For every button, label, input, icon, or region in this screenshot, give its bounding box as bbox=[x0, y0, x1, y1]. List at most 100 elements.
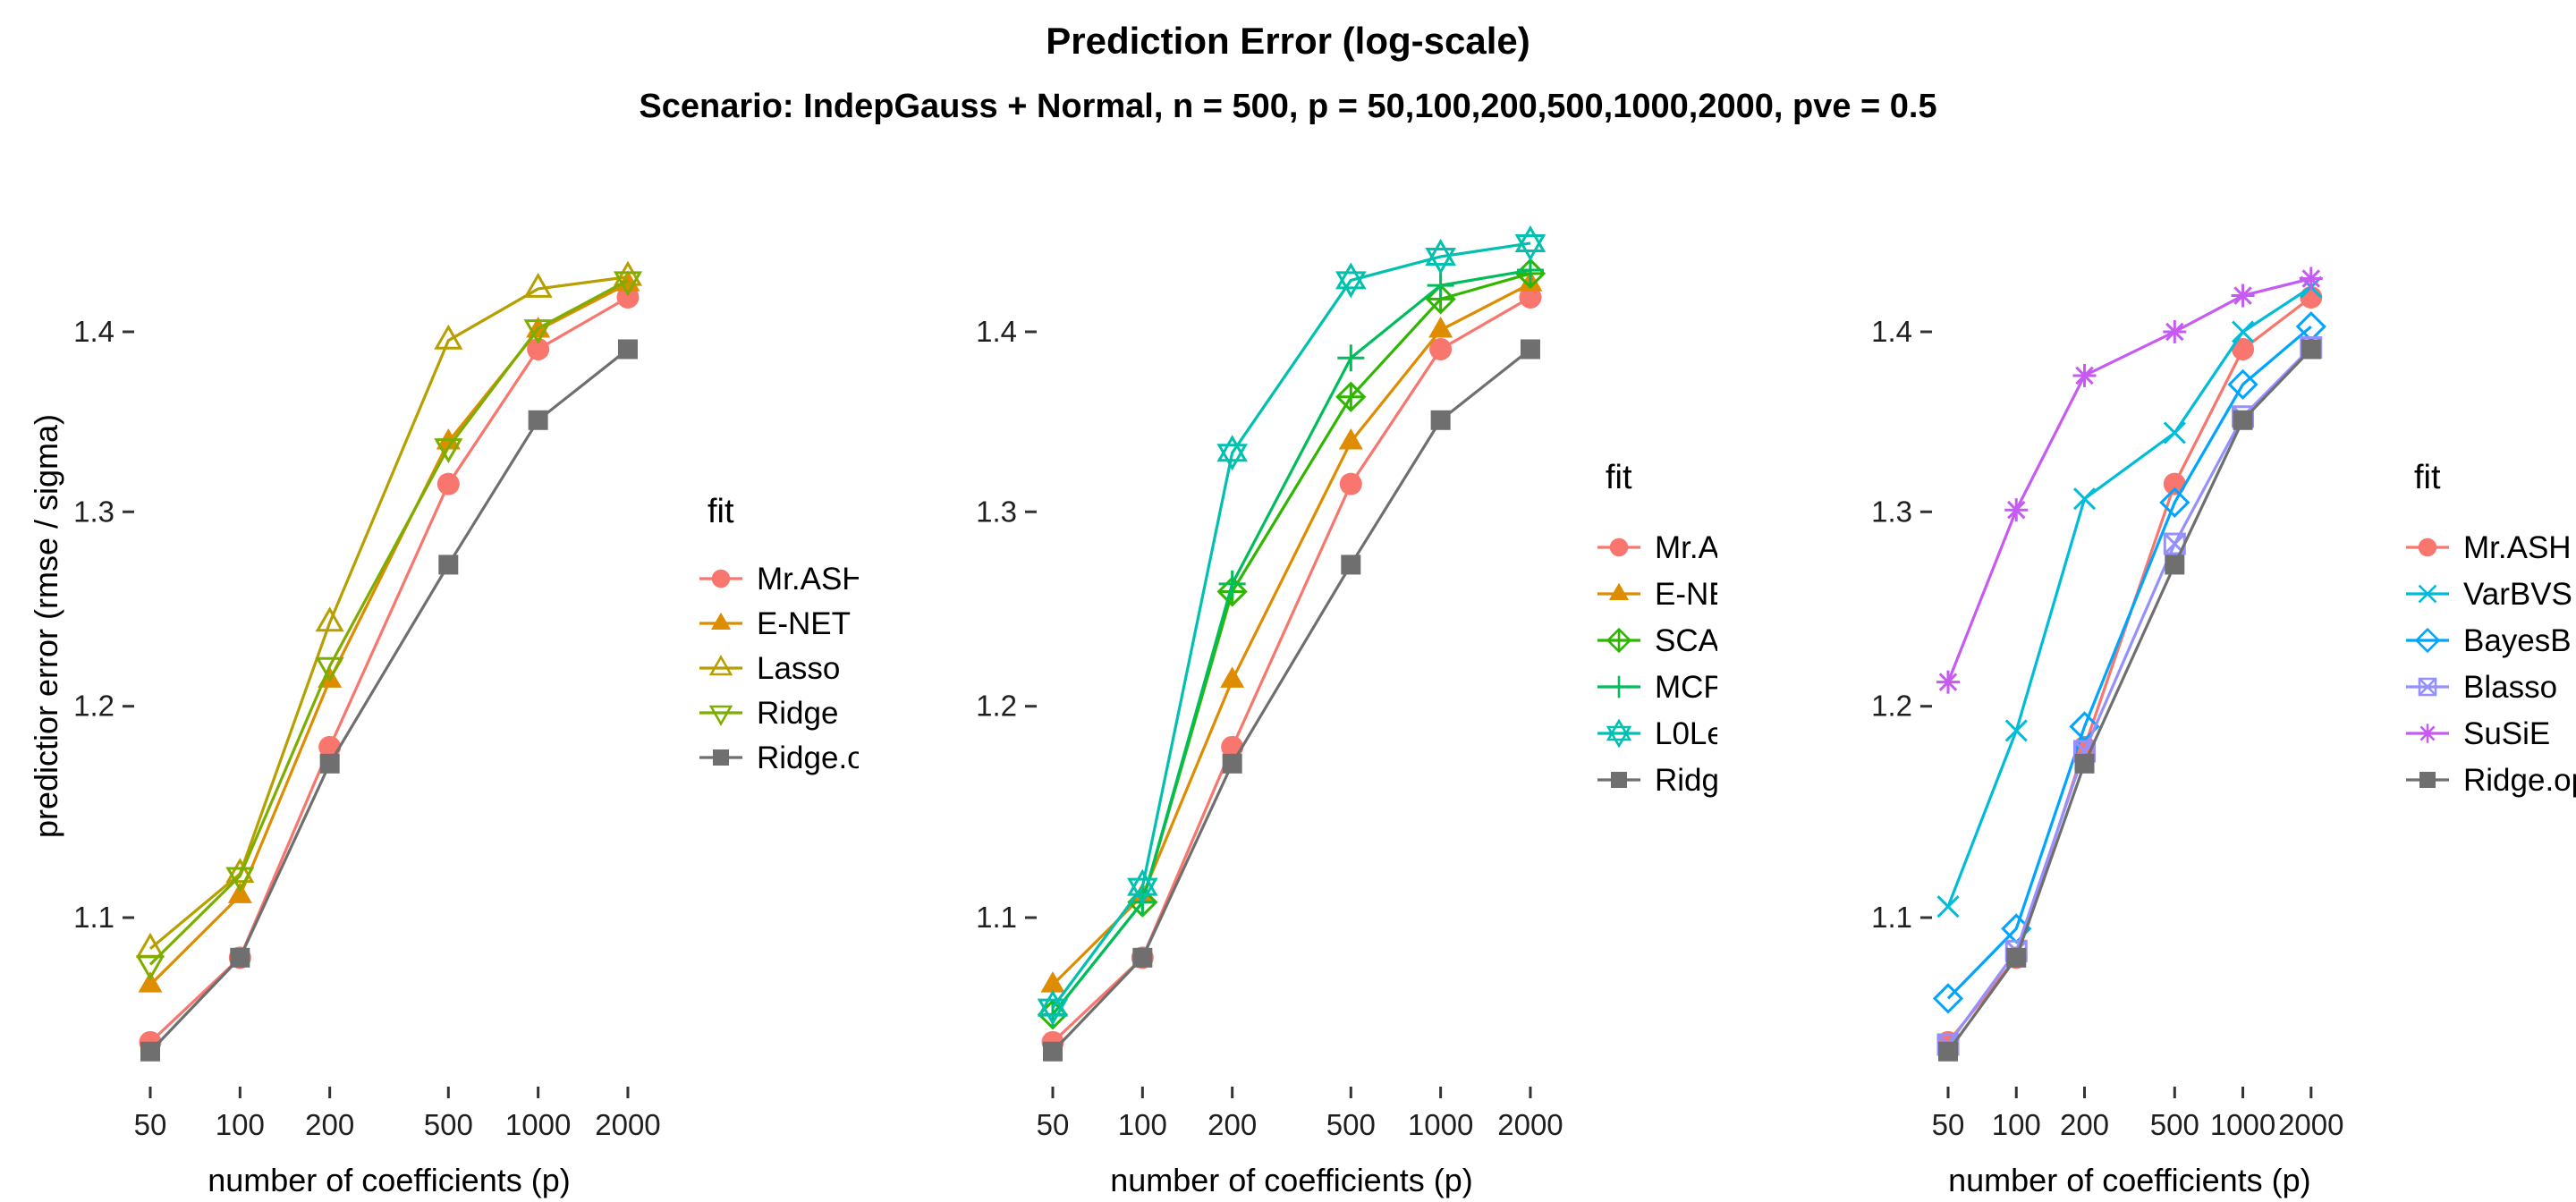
y-tick-label: 1.3 bbox=[1871, 495, 1912, 528]
legend-marker-Ridge.opt bbox=[1610, 771, 1628, 789]
data-point-L0Learn bbox=[1037, 989, 1069, 1026]
data-point-SuSiE bbox=[2163, 320, 2187, 343]
legend-label: Mr.ASH bbox=[757, 562, 859, 597]
y-tick-label: 1.1 bbox=[73, 901, 114, 934]
series-line-BayesB bbox=[1946, 325, 2312, 1000]
legend-item-BayesB: BayesB bbox=[2406, 623, 2572, 658]
legend-item-Ridge.opt: Ridge.opt bbox=[699, 741, 859, 775]
data-point-SuSiE bbox=[2072, 363, 2097, 387]
data-point-Ridge.opt bbox=[438, 554, 459, 575]
data-point-E-NET bbox=[1040, 971, 1065, 993]
legend-title: fit bbox=[1606, 459, 1632, 496]
series-line-Ridge.opt bbox=[148, 348, 629, 1053]
legend-item-Blasso: Blasso bbox=[2406, 670, 2557, 705]
x-axis-title: number of coefficients (p) bbox=[1110, 1162, 1473, 1198]
data-point-Lasso bbox=[523, 272, 553, 298]
data-point-Ridge bbox=[434, 438, 463, 464]
series-line-L0Learn bbox=[1051, 241, 1531, 1009]
x-axis-title: number of coefficients (p) bbox=[1948, 1162, 2311, 1198]
data-point-Ridge.opt bbox=[1430, 410, 1451, 430]
legend-label: Mr.ASH bbox=[2463, 530, 2572, 565]
data-point-BayesB bbox=[1932, 983, 1964, 1014]
legend-label: E-NET bbox=[757, 606, 851, 641]
legend-item-SuSiE: SuSiE bbox=[2406, 716, 2550, 751]
data-point-SuSiE bbox=[2231, 284, 2255, 308]
x-tick-label: 200 bbox=[305, 1108, 354, 1141]
x-tick-label: 200 bbox=[2060, 1108, 2109, 1141]
y-tick-label: 1.2 bbox=[73, 690, 114, 723]
legend-title: fit bbox=[2414, 459, 2441, 496]
x-axis-title: number of coefficients (p) bbox=[208, 1162, 571, 1198]
data-point-Ridge.opt bbox=[1938, 1041, 1958, 1062]
legend-marker-Ridge.opt bbox=[2419, 771, 2436, 789]
legend-item-L0Learn: L0Learn bbox=[1597, 716, 1717, 751]
legend-item-SCAD: SCAD bbox=[1597, 623, 1717, 658]
data-point-SuSiE bbox=[1936, 670, 1960, 694]
data-point-Ridge.opt bbox=[2006, 947, 2027, 968]
data-point-Lasso bbox=[315, 606, 344, 632]
data-point-Ridge bbox=[523, 319, 553, 345]
data-point-SuSiE bbox=[2004, 498, 2029, 522]
legend-marker-Ridge.opt bbox=[712, 749, 730, 766]
y-tick-label: 1.2 bbox=[976, 690, 1017, 723]
data-point-VarBVS bbox=[2163, 421, 2186, 444]
series-line-Ridge bbox=[148, 279, 629, 966]
legend-marker-Blasso bbox=[2418, 677, 2437, 697]
data-point-SuSiE bbox=[2299, 267, 2323, 291]
x-tick-label: 1000 bbox=[505, 1108, 571, 1141]
data-point-Mr.ASH bbox=[527, 337, 550, 360]
legend-marker-SCAD bbox=[1606, 627, 1632, 654]
data-point-L0Learn bbox=[1335, 262, 1367, 299]
data-point-Ridge.opt bbox=[1132, 947, 1153, 968]
data-point-Mr.ASH bbox=[1519, 285, 1542, 309]
data-point-VarBVS bbox=[2072, 487, 2097, 511]
x-tick-label: 2000 bbox=[1497, 1108, 1563, 1141]
y-tick-label: 1.1 bbox=[976, 901, 1017, 934]
data-point-Ridge.opt bbox=[1341, 554, 1361, 575]
data-point-MCP bbox=[1337, 344, 1365, 372]
data-point-L0Learn bbox=[1425, 238, 1456, 275]
series-line-Ridge.opt bbox=[1051, 348, 1531, 1053]
legend-marker-L0Learn bbox=[1606, 718, 1632, 749]
y-tick-label: 1.4 bbox=[73, 315, 114, 348]
legend-marker-VarBVS bbox=[2418, 584, 2437, 604]
y-tick-label: 1.1 bbox=[1871, 901, 1912, 934]
data-point-Ridge.opt bbox=[2233, 410, 2253, 430]
data-point-Ridge.opt bbox=[2301, 339, 2321, 360]
data-point-VarBVS bbox=[2231, 320, 2255, 343]
legend-label: Blasso bbox=[2463, 670, 2557, 705]
data-point-Ridge.opt bbox=[1222, 753, 1242, 774]
legend-label: L0Learn bbox=[1655, 716, 1717, 751]
legend-item-Lasso: Lasso bbox=[699, 651, 840, 686]
y-tick-label: 1.3 bbox=[976, 495, 1017, 528]
legend-item-Mr.ASH: Mr.ASH bbox=[1597, 530, 1717, 565]
legend-label: BayesB bbox=[2463, 623, 2572, 658]
legend-label: Mr.ASH bbox=[1655, 530, 1717, 565]
legend-marker-BayesB bbox=[2414, 627, 2441, 654]
y-tick-label: 1.4 bbox=[1871, 315, 1912, 348]
legend-marker-Lasso bbox=[708, 655, 733, 676]
data-point-Ridge.opt bbox=[140, 1041, 160, 1062]
data-point-VarBVS bbox=[1936, 895, 1960, 918]
data-point-Ridge.opt bbox=[319, 753, 340, 774]
series-line-E-NET bbox=[148, 282, 629, 986]
x-tick-label: 2000 bbox=[595, 1108, 660, 1141]
legend-label: Ridge.opt bbox=[2463, 763, 2576, 798]
legend-label: Ridge.opt bbox=[1655, 763, 1717, 798]
y-tick-label: 1.3 bbox=[73, 495, 114, 528]
data-point-Ridge bbox=[225, 867, 255, 893]
data-point-Mr.ASH bbox=[1339, 472, 1362, 495]
legend-item-E-NET: E-NET bbox=[1597, 577, 1717, 612]
data-point-SCAD bbox=[1335, 381, 1367, 412]
legend-label: SCAD bbox=[1655, 623, 1717, 658]
legend-item-Ridge.opt: Ridge.opt bbox=[2406, 763, 2576, 798]
x-tick-label: 200 bbox=[1208, 1108, 1257, 1141]
legend-item-Ridge: Ridge bbox=[699, 696, 838, 731]
chart-title: Prediction Error (log-scale) bbox=[1046, 20, 1530, 62]
x-tick-label: 2000 bbox=[2278, 1108, 2343, 1141]
data-point-Ridge.opt bbox=[1520, 339, 1540, 360]
y-tick-label: 1.2 bbox=[1871, 690, 1912, 723]
data-point-Ridge.opt bbox=[2165, 554, 2185, 575]
data-point-Mr.ASH bbox=[616, 285, 640, 309]
series-line-E-NET bbox=[1051, 282, 1531, 986]
